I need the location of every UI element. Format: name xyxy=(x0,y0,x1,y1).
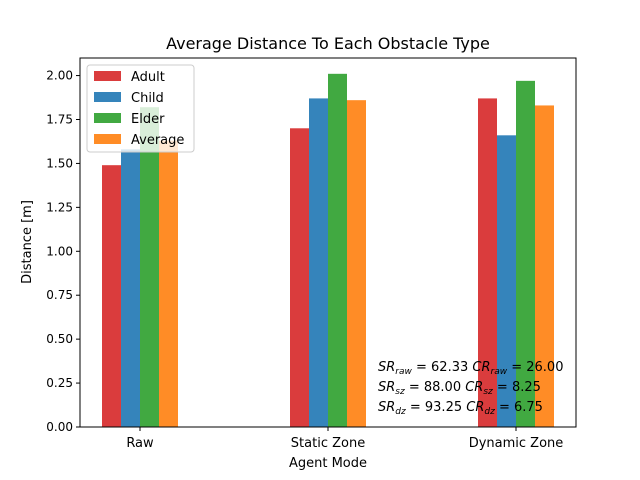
legend: Adult Child Elder Average xyxy=(86,64,195,153)
annotation-line: SRraw = 62.33 CRraw = 26.00 xyxy=(378,360,563,377)
y-tick-label: 0.00 xyxy=(46,420,73,434)
x-axis: Raw Static Zone Dynamic Zone xyxy=(126,427,563,451)
x-tick-label: Static Zone xyxy=(291,436,365,451)
bar-adult-2 xyxy=(478,98,497,428)
chart-title: Average Distance To Each Obstacle Type xyxy=(166,34,490,53)
x-tick-label: Dynamic Zone xyxy=(469,436,564,451)
legend-swatch-elder xyxy=(94,113,121,123)
y-axis-label: Distance [m] xyxy=(20,200,35,284)
legend-label-elder: Elder xyxy=(131,112,165,127)
bar-child-0 xyxy=(121,149,140,427)
annotation-block: SRraw = 62.33 CRraw = 26.00 SRsz = 88.00 … xyxy=(378,360,563,417)
legend-label-average: Average xyxy=(131,133,184,148)
x-tick-label: Raw xyxy=(126,436,154,451)
bar-elder-2 xyxy=(516,80,535,427)
y-tick-label: 1.25 xyxy=(46,200,73,214)
bar-average-2 xyxy=(535,105,554,427)
bars-group xyxy=(102,73,554,428)
x-axis-label: Agent Mode xyxy=(289,456,367,471)
y-tick-label: 0.50 xyxy=(46,332,73,346)
bar-adult-1 xyxy=(290,128,309,428)
annotation-line: SRdz = 93.25 CRdz = 6.75 xyxy=(378,400,543,417)
bar-average-0 xyxy=(159,140,178,428)
bar-adult-0 xyxy=(102,165,121,427)
legend-swatch-child xyxy=(94,92,121,102)
bar-child-2 xyxy=(497,135,516,428)
y-tick-label: 2.00 xyxy=(46,69,73,83)
bar-child-1 xyxy=(309,98,328,428)
legend-swatch-adult xyxy=(94,71,121,81)
bar-average-1 xyxy=(347,100,366,428)
y-tick-label: 1.50 xyxy=(46,156,73,170)
y-tick-label: 0.25 xyxy=(46,376,73,390)
y-axis: 0.00 0.25 0.50 0.75 1.00 1.25 1.50 1.75 2.00 xyxy=(46,69,80,434)
legend-box xyxy=(86,64,195,153)
legend-label-child: Child xyxy=(131,91,164,106)
y-tick-label: 1.75 xyxy=(46,113,73,127)
annotation-line: SRsz = 88.00 CRsz = 8.25 xyxy=(378,380,541,397)
bar-elder-1 xyxy=(328,73,347,428)
y-tick-label: 1.00 xyxy=(46,244,73,258)
y-tick-label: 0.75 xyxy=(46,288,73,302)
bar-elder-0 xyxy=(140,107,159,427)
legend-label-adult: Adult xyxy=(131,70,165,85)
legend-swatch-average xyxy=(94,134,121,144)
